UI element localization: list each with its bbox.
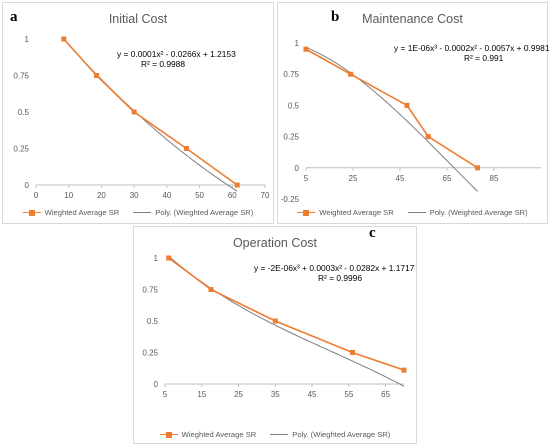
x-tick-label: 25 [349, 174, 358, 183]
x-tick-label: 65 [443, 174, 452, 183]
x-tick-label: 50 [195, 191, 204, 200]
x-tick-label: 85 [490, 174, 499, 183]
data-point-marker [61, 36, 67, 42]
legend-label-data: Wieghted Average SR [44, 208, 120, 217]
y-tick-label: 0.25 [142, 349, 158, 358]
y-tick-label: 1 [295, 39, 300, 48]
legend-swatch-data [22, 209, 41, 217]
x-tick-label: 5 [163, 390, 168, 399]
panel-letter: a [10, 9, 18, 25]
y-tick-label: -0.25 [281, 195, 300, 204]
data-point-marker [208, 287, 214, 292]
data-point-marker [272, 318, 278, 324]
x-tick-label: 60 [228, 191, 237, 200]
legend-swatch-data [159, 431, 178, 439]
x-tick-label: 35 [271, 390, 280, 399]
equation-text: y = 1E-06x³ - 0.0002x² - 0.0057x + 0.998… [394, 43, 550, 53]
legend-label-trendline: Poly. (Wieghted Average SR) [155, 208, 254, 217]
legend-swatch-trendline [407, 212, 426, 213]
x-tick-label: 65 [381, 390, 390, 399]
y-tick-label: 0.5 [147, 317, 159, 326]
data-point-marker [475, 165, 481, 171]
legend-label-data: Weighted Average SR [319, 208, 394, 217]
y-tick-label: 1 [154, 254, 159, 263]
y-tick-label: 0 [154, 380, 159, 389]
x-tick-label: 45 [396, 174, 405, 183]
legend-label-trendline: Poly. (Weighted Average SR) [429, 208, 528, 217]
r-squared-text: R² = 0.991 [464, 53, 504, 63]
legend-entry-data: Wieghted Average SR [22, 208, 120, 217]
data-point-marker [166, 255, 172, 261]
data-point-marker [183, 146, 189, 151]
y-tick-label: 1 [25, 35, 30, 44]
legend-label-trendline: Poly. (Wieghted Average SR) [292, 430, 391, 439]
trendline-curve [305, 46, 478, 192]
chart-panel-initial-cost: a Initial Cost 0 0.25 0.5 0.75 1 0 10 20 30 40 50 6… [2, 2, 274, 224]
y-tick-label: 0.5 [18, 108, 30, 117]
chart-panel-maintenance-cost: b Maintenance Cost -0.25 0 0.25 0.5 0.75 1 5 25… [277, 2, 550, 224]
x-tick-label: 10 [64, 191, 73, 200]
y-tick-label: 0.5 [288, 101, 300, 110]
chart-title: Initial Cost [108, 12, 168, 26]
trendline-equation: y = -2E-06x³ + 0.0003x² - 0.0282x + 1.17… [254, 263, 414, 283]
data-point-marker [425, 134, 431, 140]
y-tick-label: 0.75 [283, 70, 299, 79]
r-squared-text: R² = 0.9988 [141, 59, 185, 69]
x-tick-label: 30 [130, 191, 139, 200]
data-point-marker [401, 367, 407, 373]
legend-swatch-trendline [270, 434, 289, 435]
equation-text: y = 0.0001x² - 0.0266x + 1.2153 [117, 49, 236, 59]
legend-entry-trendline: Poly. (Weighted Average SR) [407, 208, 528, 217]
data-point-marker [131, 109, 137, 115]
y-tick-label: 0.75 [142, 286, 158, 295]
x-tick-label: 0 [34, 191, 39, 200]
x-tick-label: 55 [344, 390, 353, 399]
x-tick-label: 40 [162, 191, 171, 200]
panel-letter: b [331, 9, 340, 25]
chart-panel-operation-cost: c Operation Cost 0 0.25 0.5 0.75 1 5 15 25 35 45 5… [133, 225, 417, 444]
y-tick-label: 0 [25, 181, 30, 190]
data-point-marker [303, 46, 309, 52]
panel-letter: c [369, 225, 376, 241]
data-point-marker [350, 350, 356, 355]
data-point-marker [94, 73, 100, 78]
legend-swatch-trendline [133, 212, 152, 213]
x-tick-label: 15 [197, 390, 206, 399]
data-point-marker [234, 182, 240, 188]
data-point-marker [404, 102, 410, 108]
trendline-equation: y = 1E-06x³ - 0.0002x² - 0.0057x + 0.998… [394, 43, 550, 63]
x-tick-label: 25 [234, 390, 243, 399]
trendline-equation: y = 0.0001x² - 0.0266x + 1.2153 R² = 0.9… [117, 49, 236, 69]
legend-entry-trendline: Poly. (Wieghted Average SR) [133, 208, 253, 217]
chart-title: Operation Cost [232, 236, 318, 250]
x-tick-label: 70 [261, 191, 270, 200]
y-tick-label: 0 [295, 164, 300, 173]
y-tick-label: 0.75 [13, 72, 29, 81]
equation-text: y = -2E-06x³ + 0.0003x² - 0.0282x + 1.17… [254, 263, 415, 273]
legend-entry-data: Weighted Average SR [297, 208, 394, 217]
chart-title: Maintenance Cost [362, 12, 463, 26]
data-point-marker [348, 71, 354, 77]
legend-entry-trendline: Poly. (Wieghted Average SR) [270, 430, 390, 439]
y-tick-label: 0.25 [13, 145, 29, 154]
y-tick-label: 0.25 [283, 133, 299, 142]
x-tick-label: 20 [97, 191, 106, 200]
r-squared-text: R² = 0.9996 [318, 273, 362, 283]
legend: Weighted Average SR Poly. (Weighted Aver… [278, 208, 547, 217]
legend-entry-data: Wieghted Average SR [159, 430, 257, 439]
legend: Wieghted Average SR Poly. (Wieghted Aver… [134, 430, 416, 439]
legend-swatch-data [297, 209, 316, 217]
legend: Wieghted Average SR Poly. (Wieghted Aver… [3, 208, 273, 217]
x-tick-label: 45 [308, 390, 317, 399]
series-line [305, 48, 478, 169]
chart-plot: -0.25 0 0.25 0.5 0.75 1 5 25 45 65 85 [281, 39, 541, 204]
x-tick-label: 5 [304, 174, 309, 183]
legend-label-data: Wieghted Average SR [181, 430, 257, 439]
